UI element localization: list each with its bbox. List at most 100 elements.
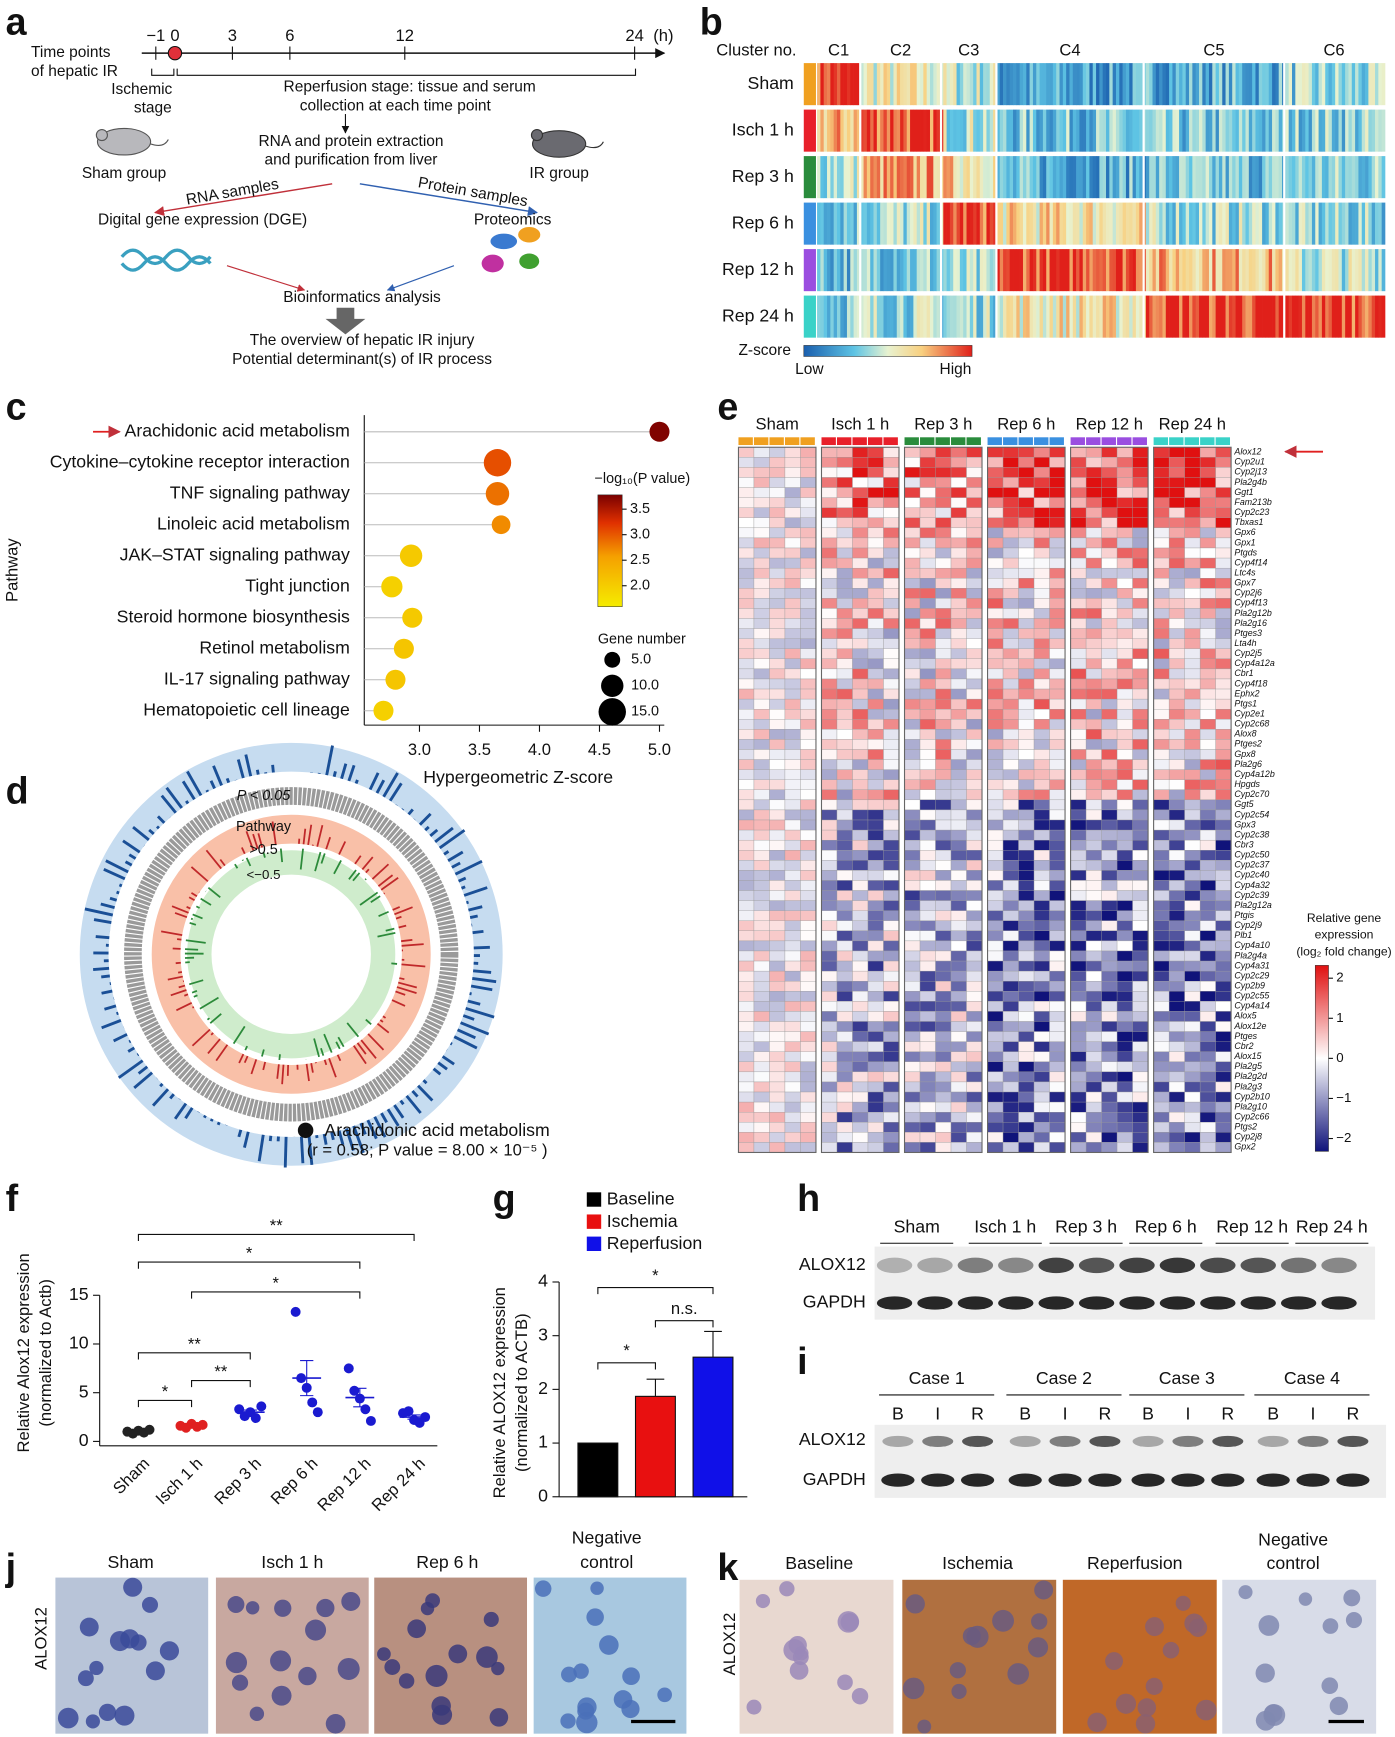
heat-cell xyxy=(800,900,817,911)
heat-stripe xyxy=(1295,249,1299,292)
heat-cell xyxy=(1199,698,1216,710)
heat-stripe xyxy=(840,109,844,152)
heat-cell xyxy=(1153,900,1170,911)
label: >0.5 xyxy=(249,842,277,858)
heat-cell xyxy=(1018,1061,1035,1073)
heat-stripe xyxy=(1225,249,1230,292)
heat-cell xyxy=(836,447,853,458)
heat-cell xyxy=(883,950,900,962)
heat-stripe xyxy=(1212,109,1216,152)
heat-cell xyxy=(1184,497,1201,508)
heat-cell xyxy=(1116,1081,1133,1093)
heat-cell xyxy=(1132,618,1149,629)
heat-cell xyxy=(883,678,900,690)
heat-cell xyxy=(1168,880,1185,891)
ring-bar xyxy=(190,866,209,883)
heat-cell xyxy=(1116,497,1133,508)
heat-cell xyxy=(1018,1011,1035,1022)
heat-cell xyxy=(966,779,983,790)
ring-bar xyxy=(215,1044,229,1062)
heat-stripe xyxy=(1079,109,1084,152)
heat-cell xyxy=(1215,940,1232,952)
band xyxy=(922,1435,954,1447)
heat-cell xyxy=(769,839,786,851)
ring-bar xyxy=(205,849,222,870)
heat-stripe xyxy=(1179,109,1183,152)
heat-cell xyxy=(904,900,921,911)
cluster-label: C4 xyxy=(1059,40,1080,59)
heat-cell xyxy=(769,960,786,972)
heat-cell xyxy=(784,588,801,599)
panel-letter: d xyxy=(6,770,29,812)
gene-label: Cyp2c50 xyxy=(1234,850,1269,860)
ring-bar xyxy=(380,1112,388,1124)
heat-cell xyxy=(1002,537,1019,549)
heat-cell xyxy=(821,1142,838,1153)
heat-stripe xyxy=(1351,63,1356,106)
heat-stripe xyxy=(1042,295,1047,338)
heat-cell xyxy=(1199,950,1216,962)
heat-cell xyxy=(904,598,921,609)
heat-cell xyxy=(1002,618,1019,629)
heat-cell xyxy=(784,1132,801,1143)
heat-cell xyxy=(1101,578,1118,589)
heat-cell xyxy=(1116,789,1133,801)
heat-cell xyxy=(1168,819,1185,831)
heat-cell xyxy=(1199,789,1216,801)
heat-cell xyxy=(935,567,952,579)
gene-label: Cyp2j13 xyxy=(1234,467,1267,477)
heat-stripe xyxy=(1189,202,1193,245)
gene-label: Pla2g16 xyxy=(1234,618,1267,628)
heat-cell xyxy=(852,698,869,710)
heat-cell xyxy=(836,517,853,529)
heat-cell xyxy=(1101,1091,1118,1103)
heat-stripe xyxy=(1022,295,1027,338)
heat-cell xyxy=(1199,1031,1216,1042)
nucleus xyxy=(1188,1618,1208,1637)
heat-cell xyxy=(1070,890,1087,901)
heat-cell xyxy=(1153,477,1170,488)
heat-cell xyxy=(883,507,900,518)
heat-cell xyxy=(1199,809,1216,821)
heat-cell xyxy=(753,1142,770,1153)
nucleus xyxy=(249,1706,265,1722)
heat-stripe xyxy=(1032,249,1037,292)
heat-stripe xyxy=(900,63,904,106)
heat-cell xyxy=(1085,668,1102,680)
heat-stripe xyxy=(840,202,844,245)
heat-stripe xyxy=(1185,202,1190,245)
heat-stripe xyxy=(1125,63,1130,106)
heat-cell xyxy=(784,991,801,1002)
heat-cell xyxy=(1184,457,1201,468)
heat-stripe xyxy=(1345,63,1349,106)
band xyxy=(1119,1257,1155,1274)
heat-cell xyxy=(987,447,1004,458)
heat-cell xyxy=(867,981,884,992)
heat-cell xyxy=(935,527,952,539)
heat-cell xyxy=(883,769,900,780)
heat-stripe xyxy=(893,295,898,338)
ring-bar xyxy=(453,1035,478,1050)
nucleus xyxy=(377,1647,391,1661)
heat-cell xyxy=(1085,1071,1102,1083)
heat-stripe xyxy=(993,63,997,106)
ring-bar xyxy=(173,1102,188,1120)
heat-cell xyxy=(738,1001,755,1012)
heat-cell xyxy=(1033,930,1050,942)
heat-stripe xyxy=(1112,156,1117,199)
lane-label: Isch 1 h xyxy=(974,1216,1036,1236)
heat-cell xyxy=(1199,1112,1216,1123)
heat-cell xyxy=(950,1031,967,1042)
heat-cell xyxy=(1168,1001,1185,1012)
heat-cell xyxy=(852,709,869,720)
heat-cell xyxy=(1132,1122,1149,1133)
heat-stripe xyxy=(1189,249,1193,292)
heat-stripe xyxy=(1248,109,1253,152)
heat-cell xyxy=(950,1081,967,1093)
heat-cell xyxy=(1132,880,1149,891)
heat-stripe xyxy=(906,202,911,245)
heat-cell xyxy=(1215,517,1232,529)
heat-stripe xyxy=(1245,156,1250,199)
heat-cell xyxy=(950,507,967,518)
heat-cell xyxy=(769,698,786,710)
